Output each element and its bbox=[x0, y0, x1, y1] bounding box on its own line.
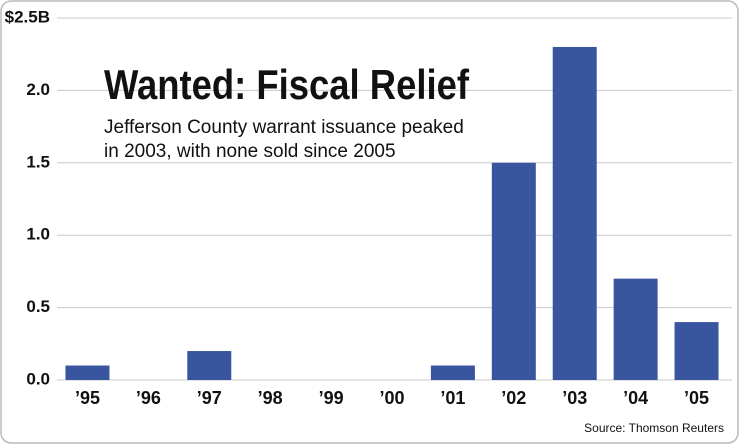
x-tick-label: ’02 bbox=[501, 388, 526, 408]
bar bbox=[187, 351, 232, 380]
bar bbox=[430, 365, 475, 380]
y-tick-label: 2.0 bbox=[26, 80, 50, 99]
x-tick-label: ’96 bbox=[136, 388, 161, 408]
y-tick-label: 0.0 bbox=[26, 369, 50, 388]
x-tick-label: ’05 bbox=[684, 388, 709, 408]
bar bbox=[674, 322, 719, 380]
x-tick-label: ’97 bbox=[197, 388, 222, 408]
x-tick-label: ’99 bbox=[319, 388, 344, 408]
x-tick-label: ’95 bbox=[75, 388, 100, 408]
x-tick-label: ’03 bbox=[562, 388, 587, 408]
y-tick-label: $2.5B bbox=[5, 7, 50, 26]
subtitle: in 2003, with none sold since 2005 bbox=[104, 141, 396, 162]
source: Source: Thomson Reuters bbox=[584, 421, 724, 435]
x-tick-label: ’00 bbox=[379, 388, 404, 408]
bar bbox=[552, 46, 597, 381]
x-tick-label: ’98 bbox=[258, 388, 283, 408]
chart-title: Wanted: Fiscal Relief bbox=[104, 61, 470, 108]
y-tick-label: 1.0 bbox=[26, 225, 50, 244]
bar bbox=[613, 278, 658, 380]
x-tick-label: ’04 bbox=[623, 388, 648, 408]
x-tick-label: ’01 bbox=[440, 388, 465, 408]
bar bbox=[65, 365, 110, 380]
y-tick-label: 0.5 bbox=[26, 297, 50, 316]
bar bbox=[491, 162, 536, 380]
y-tick-label: 1.5 bbox=[26, 152, 50, 171]
subtitle: Jefferson County warrant issuance peaked bbox=[104, 117, 464, 138]
